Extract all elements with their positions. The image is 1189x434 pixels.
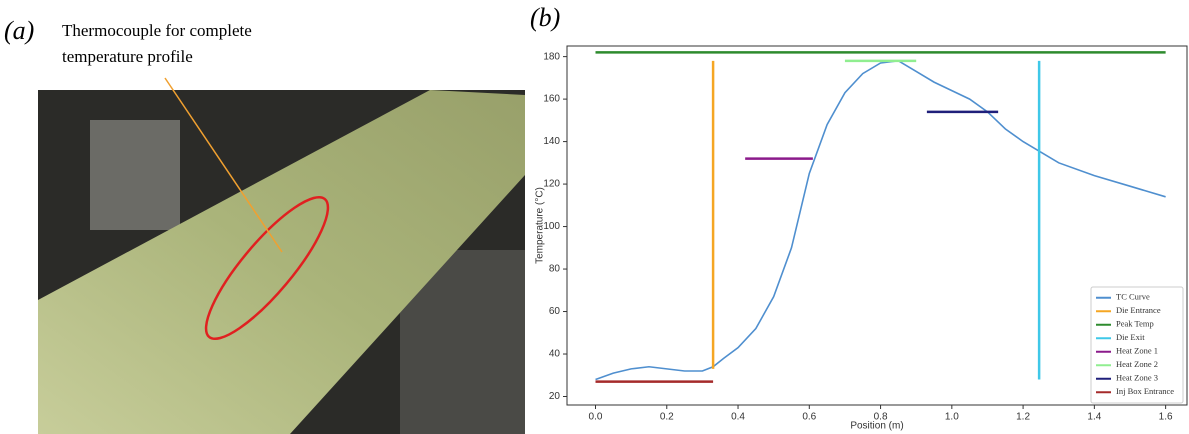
photo (38, 90, 525, 434)
x-tick-label: 0.4 (731, 412, 745, 423)
x-tick-label: 0.0 (589, 412, 603, 423)
y-tick-label: 40 (549, 349, 561, 360)
thermocouple-marker (204, 195, 330, 341)
composite-profile (38, 90, 525, 434)
legend-label: Heat Zone 2 (1116, 359, 1158, 369)
y-tick-label: 60 (549, 306, 561, 317)
legend-label: Heat Zone 1 (1116, 346, 1158, 356)
x-tick-label: 1.6 (1159, 412, 1173, 423)
chart: 0.0 0.2 0.4 0.6 0.8 1.0 1.2 1.4 1.6 20 40 60 80 100 12… (535, 45, 1188, 432)
legend-label: Peak Temp (1116, 319, 1154, 329)
machine-part (90, 120, 180, 230)
y-tick-label: 140 (543, 136, 560, 147)
panel-label: (b) (530, 3, 560, 32)
plot-frame (566, 45, 1188, 406)
y-tick-label: 120 (543, 179, 560, 190)
legend-box (1090, 286, 1184, 404)
y-tick-label: 100 (543, 221, 560, 232)
legend-label: Heat Zone 3 (1116, 373, 1158, 383)
y-tick-label: 20 (549, 391, 561, 402)
x-tick-label: 1.4 (1087, 412, 1101, 423)
legend-label: Die Exit (1116, 332, 1145, 342)
x-tick-label: 0.2 (660, 412, 674, 423)
x-tick-label: 0.6 (802, 412, 816, 423)
x-axis-label: Position (m) (850, 421, 903, 432)
y-axis-label: Temperature (°C) (535, 187, 546, 264)
x-tick-label: 0.8 (874, 412, 888, 423)
annotation-arrow (164, 77, 283, 253)
x-tick-label: 1.2 (1016, 412, 1030, 423)
y-tick-label: 180 (543, 51, 560, 62)
legend-label: Die Entrance (1116, 305, 1161, 315)
legend-label: TC Curve (1116, 292, 1150, 302)
y-tick-label: 160 (543, 94, 560, 105)
x-tick-label: 1.0 (945, 412, 959, 423)
annotation: temperature profile (62, 47, 193, 66)
y-tick-label: 80 (549, 264, 561, 275)
annotation: Thermocouple for complete (62, 21, 252, 40)
panel-label: (a) (4, 16, 34, 45)
series-line (595, 60, 1166, 381)
legend-label: Inj Box Entrance (1116, 386, 1174, 396)
